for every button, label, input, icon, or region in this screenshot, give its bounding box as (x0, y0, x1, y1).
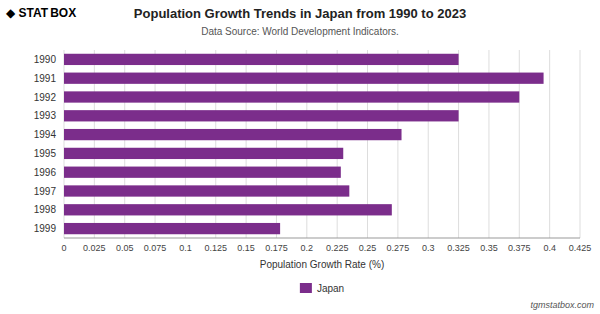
x-tick-label: 0.125 (204, 243, 227, 253)
x-axis (64, 238, 580, 239)
x-tick-label: 0.075 (144, 243, 167, 253)
x-tick-label: 0.35 (480, 243, 498, 253)
bar (64, 223, 280, 234)
bar (64, 91, 519, 102)
bar (64, 204, 392, 215)
y-tick-label: 1997 (34, 186, 57, 197)
logo: ◆ STAT (6, 6, 49, 20)
x-tick-label: 0 (61, 243, 66, 253)
x-tick-label: 0.3 (422, 243, 435, 253)
x-tick-label: 0.05 (116, 243, 134, 253)
y-tick-label: 1999 (34, 223, 57, 234)
grid-line (549, 50, 550, 238)
title: Population Growth Trends in Japan from 1… (134, 6, 466, 21)
x-tick-label: 0.225 (326, 243, 349, 253)
x-tick-label: 0.25 (359, 243, 377, 253)
y-tick-label: 1994 (34, 129, 57, 140)
x-tick-label: 0.4 (543, 243, 556, 253)
grid-line (580, 50, 581, 238)
watermark: tgmstatbox.com (530, 300, 594, 310)
x-tick-label: 0.375 (508, 243, 531, 253)
y-tick-label: 1993 (34, 110, 57, 121)
x-tick-label: 0.15 (237, 243, 255, 253)
x-tick-label: 0.425 (569, 243, 592, 253)
y-tick-label: 1995 (34, 148, 57, 159)
bars (64, 54, 544, 234)
bar (64, 185, 349, 196)
y-tick-label: 1998 (34, 204, 57, 215)
y-tick-label: 1992 (34, 92, 57, 103)
y-tick-label: 1996 (34, 167, 57, 178)
subtitle: Data Source: World Development Indicator… (201, 26, 399, 37)
x-tick-label: 0.025 (83, 243, 106, 253)
x-tick-label: 0.1 (179, 243, 192, 253)
x-tick-label: 0.175 (265, 243, 288, 253)
bar (64, 73, 544, 84)
x-axis-label: Population Growth Rate (%) (260, 259, 385, 270)
legend-label: Japan (317, 283, 344, 294)
bar (64, 167, 341, 178)
bar (64, 148, 343, 159)
logo: BOX (50, 6, 76, 20)
x-tick-label: 0.2 (301, 243, 314, 253)
y-tick-label: 1991 (34, 73, 57, 84)
bar (64, 54, 459, 65)
grid (64, 50, 580, 238)
x-tick-label: 0.325 (447, 243, 470, 253)
legend-swatch (300, 283, 312, 293)
bar (64, 110, 459, 121)
y-tick-label: 1990 (34, 54, 57, 65)
x-tick-label: 0.275 (387, 243, 410, 253)
legend: Japan (300, 283, 344, 294)
chart: ◆ STATBOX Population Growth Trends in Jap… (0, 0, 600, 314)
bar (64, 129, 402, 140)
